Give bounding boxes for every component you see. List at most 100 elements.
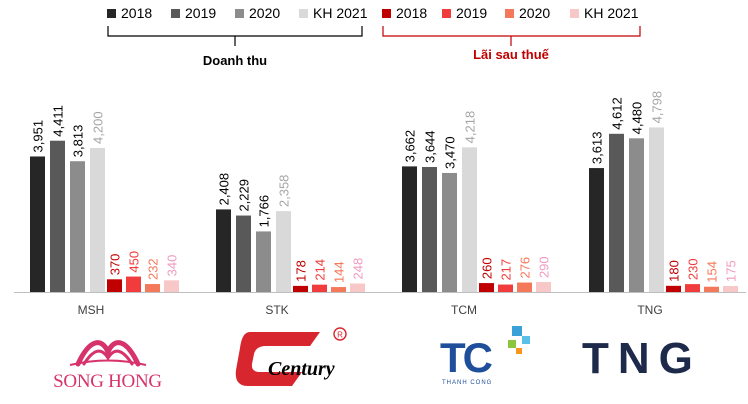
tc-squares-icon [508, 326, 530, 354]
bar-revenue-tng-2020 [629, 138, 644, 292]
data-label-revenue: 4,411 [51, 105, 66, 137]
legend-item-revenue-2019: 2019 [171, 5, 216, 21]
bar-profit-stk-2019 [312, 284, 327, 292]
data-label-profit: 230 [686, 258, 701, 280]
tng-wordmark: TNG [582, 334, 702, 383]
data-label-revenue: 2,408 [217, 173, 232, 206]
data-label-revenue: 1,766 [257, 195, 272, 228]
bar-profit-tng-2018 [666, 285, 681, 292]
bar-groups: 3,951 4,411 3,813 4,200 370 450 232 340 2,408 2,2… [30, 91, 739, 293]
bar-profit-stk-kh-2021 [350, 283, 365, 292]
bar-profit-tcm-kh-2021 [536, 282, 551, 292]
data-label-revenue: 3,813 [71, 125, 86, 158]
legend-swatch [382, 9, 391, 18]
bar-revenue-tcm-2018 [402, 166, 417, 292]
revenue-bracket [107, 26, 363, 46]
legend-label: 2019 [456, 5, 487, 21]
data-label-revenue: 4,798 [650, 91, 665, 124]
data-label-profit: 232 [146, 258, 161, 280]
thanh-cong-logo: TC THANH CONG [438, 322, 538, 390]
data-label-profit: 178 [294, 260, 309, 282]
bar-profit-stk-2018 [293, 285, 308, 292]
legend-label: 2018 [396, 5, 427, 21]
bar-profit-tcm-2019 [498, 284, 513, 292]
category-group-stk: 2,408 2,229 1,766 2,358 178 214 144 248 [216, 173, 366, 292]
legend-label: 2018 [121, 5, 152, 21]
bar-revenue-msh-2019 [50, 140, 65, 292]
data-label-profit: 180 [667, 260, 682, 282]
data-label-profit: 340 [165, 255, 180, 277]
tc-subtitle: THANH CONG [442, 380, 493, 386]
legend-swatch [107, 9, 116, 18]
legend-swatch [171, 9, 180, 18]
song-hong-wave-icon [69, 340, 147, 367]
century-c-icon: R [235, 327, 347, 386]
legend-swatch [299, 9, 308, 18]
bar-revenue-msh-kh-2021 [90, 147, 105, 292]
x-tick-label-tcm: TCM [451, 303, 477, 317]
bar-revenue-stk-2019 [236, 215, 251, 292]
bar-profit-tng-2020 [704, 286, 719, 292]
bar-revenue-stk-2020 [256, 231, 271, 292]
bar-profit-msh-2020 [145, 284, 160, 292]
legend-item-profit-2019: 2019 [442, 5, 487, 21]
data-label-revenue: 2,229 [237, 179, 252, 212]
song-hong-wordmark: SONG HONG [53, 371, 162, 392]
svg-text:R: R [337, 331, 343, 340]
data-label-revenue: 4,218 [463, 111, 478, 144]
data-label-profit: 214 [313, 259, 328, 281]
data-label-revenue: 3,951 [31, 120, 46, 153]
bar-revenue-tng-2019 [609, 133, 624, 292]
legend-group-brackets: Doanh thu Lãi sau thuế [107, 26, 641, 68]
data-label-revenue: 4,480 [630, 102, 645, 135]
bar-profit-tng-kh-2021 [723, 285, 738, 292]
bar-revenue-tng-2018 [589, 168, 604, 292]
x-tick-label-msh: MSH [78, 303, 105, 317]
profit-bracket [382, 26, 641, 46]
bar-profit-msh-2019 [126, 276, 141, 292]
data-label-revenue: 2,358 [277, 175, 292, 208]
legend-label: KH 2021 [584, 5, 639, 21]
tc-wordmark: TC [440, 334, 493, 381]
category-group-tcm: 3,662 3,644 3,470 4,218 260 217 276 290 [402, 111, 552, 292]
legend: 2018 2019 2020 KH 2021 2018 2019 2020 KH 2021 [107, 5, 639, 21]
legend-label: KH 2021 [313, 5, 368, 21]
revenue-group-label: Doanh thu [203, 53, 267, 68]
data-label-revenue: 3,470 [443, 136, 458, 169]
legend-item-revenue-2018: 2018 [107, 5, 152, 21]
legend-swatch [442, 9, 451, 18]
legend-item-profit-2020: 2020 [505, 5, 550, 21]
legend-item-profit-2018: 2018 [382, 5, 427, 21]
tng-logo: TNG [582, 334, 742, 384]
bar-profit-msh-kh-2021 [164, 280, 179, 292]
data-label-profit: 276 [518, 257, 533, 279]
data-label-profit: 175 [724, 260, 739, 282]
bar-profit-tcm-2020 [517, 282, 532, 292]
bar-profit-stk-2020 [331, 287, 346, 292]
bar-revenue-msh-2020 [70, 161, 85, 292]
data-label-revenue: 4,200 [91, 111, 106, 144]
legend-swatch [570, 9, 579, 18]
data-label-profit: 248 [351, 258, 366, 280]
legend-item-revenue-2020: 2020 [235, 5, 280, 21]
data-label-profit: 144 [332, 261, 347, 283]
data-label-revenue: 3,644 [423, 130, 438, 163]
legend-item-revenue-kh-2021: KH 2021 [299, 5, 368, 21]
data-label-profit: 290 [537, 256, 552, 278]
category-group-tng: 3,613 4,612 4,480 4,798 180 230 154 175 [589, 91, 739, 293]
data-label-profit: 260 [480, 257, 495, 279]
profit-group-label: Lãi sau thuế [473, 47, 550, 62]
data-label-revenue: 3,613 [590, 132, 605, 165]
x-tick-label-tng: TNG [637, 303, 662, 317]
legend-item-profit-kh-2021: KH 2021 [570, 5, 639, 21]
song-hong-logo: SONG HONG [40, 334, 175, 392]
legend-label: 2019 [185, 5, 216, 21]
bar-profit-tcm-2018 [479, 283, 494, 292]
bar-revenue-tcm-2020 [442, 172, 457, 292]
bar-revenue-stk-2018 [216, 209, 231, 292]
legend-label: 2020 [249, 5, 280, 21]
bar-revenue-tcm-2019 [422, 167, 437, 292]
bar-revenue-stk-kh-2021 [276, 211, 291, 292]
data-label-revenue: 4,612 [610, 97, 625, 130]
